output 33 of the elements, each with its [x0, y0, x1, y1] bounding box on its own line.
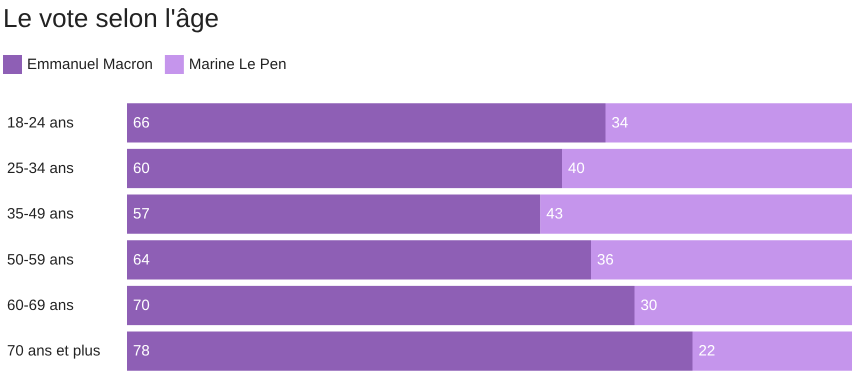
- data-label: 30: [640, 297, 658, 314]
- bar: [127, 240, 591, 280]
- data-label: 78: [133, 342, 150, 360]
- y-tick-label: 18-24 ans: [7, 114, 74, 132]
- bar: [127, 103, 606, 142]
- data-label: 43: [546, 206, 563, 223]
- legend-label: Marine Le Pen: [188, 56, 286, 73]
- bar: [127, 148, 562, 188]
- y-tick-label: 70 ans et plus: [7, 342, 100, 360]
- y-tick-label: 25-34 ans: [7, 160, 74, 177]
- bar: [692, 332, 852, 371]
- y-tick-label: 35-49 ans: [7, 206, 74, 223]
- chart-title: Le vote selon l'âge: [3, 3, 220, 33]
- bar: [562, 148, 852, 188]
- y-tick-label: 60-69 ans: [7, 297, 74, 314]
- bar: [127, 194, 540, 234]
- data-label: 66: [133, 114, 150, 132]
- data-label: 64: [133, 251, 150, 268]
- data-label: 36: [597, 251, 614, 268]
- bar: [591, 240, 852, 280]
- bar: [127, 286, 634, 326]
- bar: [540, 194, 852, 234]
- bar: [634, 286, 852, 326]
- data-label: 60: [133, 160, 150, 177]
- y-tick-label: 50-59 ans: [7, 251, 74, 268]
- data-label: 34: [612, 114, 628, 132]
- data-label: 40: [568, 160, 585, 177]
- data-label: 22: [698, 342, 716, 360]
- data-label: 70: [133, 297, 150, 314]
- bar: [606, 103, 852, 142]
- bar: [127, 332, 692, 371]
- data-label: 57: [133, 206, 150, 223]
- legend-label: Emmanuel Macron: [27, 56, 153, 73]
